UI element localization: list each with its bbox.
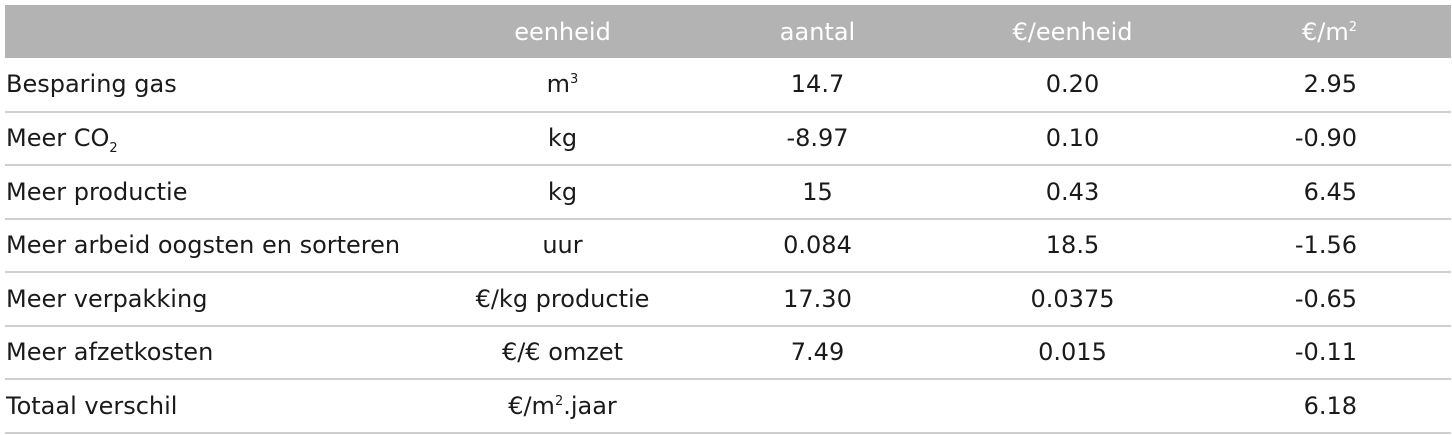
row-total-per-m2: -0.11 (1294, 338, 1357, 367)
header-total-sup: 2 (1348, 19, 1357, 35)
row-count (690, 379, 945, 433)
header-label (5, 5, 435, 58)
table-body: Besparing gas m3 14.7 0.20 2.95 Meer CO2 kg -8.… (5, 58, 1451, 433)
row-price-per-unit (945, 379, 1200, 433)
row-count: 17.30 (783, 284, 852, 313)
header-total-base: €/m (1301, 17, 1349, 46)
row-unit-suffix: .jaar (563, 391, 617, 420)
row-count: 15 (802, 177, 833, 206)
row-label-text: Meer afzetkosten (6, 338, 214, 367)
row-label: Meer CO2 (5, 112, 435, 166)
row-price-per-unit: 0.10 (1045, 124, 1100, 153)
row-total-per-m2: 6.18 (1303, 391, 1357, 420)
row-price-per-unit: 0.015 (1038, 338, 1107, 367)
table-row: Meer afzetkosten €/€ omzet 7.49 0.015 -0.11 (5, 326, 1451, 380)
row-label: Meer arbeid oogsten en sorteren (5, 219, 435, 273)
row-total-per-m2: -1.56 (1294, 231, 1357, 260)
table-row: Meer productie kg 15 0.43 6.45 (5, 165, 1451, 219)
row-count: 14.7 (790, 70, 845, 99)
header-unit: eenheid (514, 17, 611, 46)
row-label-text: Totaal verschil (6, 391, 178, 420)
row-unit: m3 (435, 58, 690, 112)
row-label-text: Meer arbeid oogsten en sorteren (6, 231, 401, 260)
table-header: eenheid aantal €/eenheid €/m2 (5, 5, 1451, 58)
table-row: Meer CO2 kg -8.97 0.10 -0.90 (5, 112, 1451, 166)
row-label: Meer afzetkosten (5, 326, 435, 380)
row-total-per-m2: -0.90 (1294, 124, 1357, 153)
row-count: 7.49 (790, 338, 845, 367)
row-price-per-unit: 0.0375 (1030, 284, 1115, 313)
row-label-text: Meer productie (6, 177, 188, 206)
row-total-per-m2: 2.95 (1303, 70, 1357, 99)
row-price-per-unit: 0.43 (1045, 177, 1100, 206)
table-row: Totaal verschil €/m2.jaar 6.18 (5, 379, 1451, 433)
row-label-text: Meer CO (6, 124, 110, 153)
row-unit: kg (435, 165, 690, 219)
row-unit-text: m (546, 70, 571, 99)
row-unit-text: €/kg productie (475, 284, 650, 313)
row-unit: kg (435, 112, 690, 166)
row-price-per-unit: 18.5 (1045, 231, 1100, 260)
row-unit: €/kg productie (435, 272, 690, 326)
header-total-per-m2: €/m2 (1200, 5, 1451, 58)
header-price-per-unit: €/eenheid (1012, 17, 1133, 46)
row-label: Meer productie (5, 165, 435, 219)
row-unit-text: kg (547, 177, 578, 206)
row-unit-text: €/m (508, 391, 555, 420)
row-total-per-m2: -0.65 (1294, 284, 1357, 313)
row-unit-superscript: 3 (570, 72, 579, 88)
row-unit: €/€ omzet (435, 326, 690, 380)
table-row: Besparing gas m3 14.7 0.20 2.95 (5, 58, 1451, 112)
cost-comparison-table: eenheid aantal €/eenheid €/m2 Besparing … (5, 5, 1451, 434)
header-row: eenheid aantal €/eenheid €/m2 (5, 5, 1451, 58)
row-total-per-m2: 6.45 (1303, 177, 1357, 206)
row-label: Meer verpakking (5, 272, 435, 326)
row-count: -8.97 (786, 124, 849, 153)
row-count: 0.084 (783, 231, 852, 260)
table-row: Meer verpakking €/kg productie 17.30 0.0375… (5, 272, 1451, 326)
row-unit: uur (435, 219, 690, 273)
table-row: Meer arbeid oogsten en sorteren uur 0.084 1… (5, 219, 1451, 273)
row-unit-text: uur (542, 231, 583, 260)
row-price-per-unit: 0.20 (1045, 70, 1100, 99)
row-unit-superscript: 2 (554, 393, 564, 409)
row-unit: €/m2.jaar (435, 379, 690, 433)
row-label: Besparing gas (5, 58, 435, 112)
row-unit-text: €/€ omzet (501, 338, 624, 367)
row-label-text: Meer verpakking (6, 284, 208, 313)
row-label: Totaal verschil (5, 379, 435, 433)
row-label-subscript: 2 (109, 141, 118, 157)
row-unit-text: kg (547, 124, 578, 153)
header-count: aantal (779, 17, 856, 46)
row-label-text: Besparing gas (6, 70, 177, 99)
